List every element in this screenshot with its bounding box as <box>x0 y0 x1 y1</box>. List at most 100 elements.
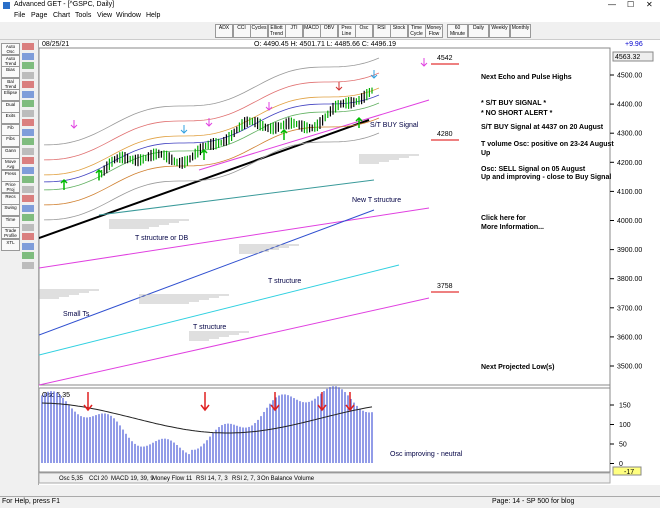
toolbar-button[interactable]: Time Cycle <box>407 24 426 38</box>
info-link[interactable]: Click here for <box>481 215 526 222</box>
tool-button[interactable]: Swing <box>1 204 20 216</box>
ohlc-readout: O: 4490.45 H: 4501.71 L: 4485.66 C: 4496… <box>254 41 396 48</box>
indicator-tab[interactable]: RSI 14, 7, 3 <box>196 476 228 482</box>
menu-item[interactable]: Page <box>31 12 48 19</box>
minimize-button[interactable]: — <box>608 0 616 9</box>
tool-button[interactable]: Exits <box>1 112 20 124</box>
buy-arrow <box>355 116 363 128</box>
tool-icon[interactable] <box>22 233 34 240</box>
tool-button[interactable]: Gann <box>1 146 20 159</box>
annotation: T structure <box>193 324 226 331</box>
toolbar-button[interactable]: Pres Line <box>337 24 356 38</box>
toolbar-button[interactable]: RSI <box>372 24 391 38</box>
tool-button[interactable]: Time <box>1 215 20 228</box>
tool-icon[interactable] <box>22 119 34 126</box>
maximize-button[interactable]: ☐ <box>627 0 635 9</box>
toolbar-button[interactable]: Osc <box>355 24 373 38</box>
menu-item[interactable]: File <box>14 12 26 19</box>
indicator-tab[interactable]: CCI 20 <box>89 476 108 482</box>
tool-icon[interactable] <box>22 71 34 79</box>
tool-icon[interactable] <box>22 62 34 69</box>
tool-button[interactable]: Fibs <box>1 135 20 147</box>
toolbar-button[interactable]: Stock <box>390 24 408 38</box>
toolbar-button[interactable]: Daily <box>468 24 489 38</box>
tool-button[interactable]: Fib <box>1 123 20 136</box>
toolbar-button[interactable]: CCI <box>232 24 251 38</box>
tool-icon[interactable] <box>22 214 34 221</box>
tool-icon[interactable] <box>22 261 34 269</box>
help-text: For Help, press F1 <box>2 498 60 505</box>
tool-button[interactable]: Ellipse <box>1 89 20 101</box>
tool-button[interactable]: Auto Trend <box>1 54 20 67</box>
menu-item[interactable]: Help <box>146 12 161 19</box>
net-change: +9.96 <box>625 41 643 48</box>
tool-icon[interactable] <box>22 166 34 174</box>
indicator-tab[interactable]: RSI 2, 7, 3 <box>232 476 261 482</box>
tool-icon[interactable] <box>22 157 34 164</box>
tool-icon[interactable] <box>22 252 34 259</box>
note: * S/T BUY SIGNAL * <box>481 100 546 107</box>
tool-button[interactable]: Recs <box>1 192 20 205</box>
price-tick-label: 3600.00 <box>617 334 642 341</box>
toolbar-button[interactable]: 60 Minute <box>447 24 468 38</box>
menu-item[interactable]: Chart <box>53 12 71 19</box>
tool-icon[interactable] <box>22 195 34 202</box>
toolbar-button[interactable]: Weekly <box>489 24 510 38</box>
tool-icon[interactable] <box>22 81 34 88</box>
tool-icon[interactable] <box>22 147 34 155</box>
trend-line <box>98 179 375 216</box>
indicator-tab[interactable]: Osc 5,35 <box>59 476 84 482</box>
osc-label: Osc 5,35 <box>42 392 70 399</box>
buy-arrow <box>95 168 103 180</box>
tool-icon[interactable] <box>22 204 34 212</box>
tool-icon[interactable] <box>22 43 34 50</box>
close-button[interactable]: ✕ <box>646 0 653 9</box>
price-tick-label: 4400.00 <box>617 102 642 109</box>
envelope <box>43 94 380 183</box>
info-link[interactable]: More Information... <box>481 224 544 231</box>
tool-button[interactable]: Bal Trend <box>1 77 20 90</box>
signal-arrow <box>335 82 343 91</box>
tool-icon[interactable] <box>22 138 34 145</box>
menu-item[interactable]: View <box>97 12 113 19</box>
tool-icon[interactable] <box>22 185 34 193</box>
tab-strip <box>38 472 611 484</box>
indicator-tab[interactable]: MACD 19, 39, 9 <box>111 476 154 482</box>
toolbar-button[interactable]: Elliott Trend <box>267 24 286 38</box>
left-toolbar: Auto Osc Auto Trend Bias Bal Trend Ellipse Du… <box>0 40 39 485</box>
osc-arrow <box>317 392 327 412</box>
annotation: S/T BUY Signal <box>370 122 419 129</box>
tool-icon[interactable] <box>22 223 34 231</box>
tool-button[interactable]: Auto Osc <box>1 43 20 55</box>
toolbar-button[interactable]: Cycles <box>250 24 268 38</box>
tool-button[interactable]: XTL <box>1 238 20 251</box>
toolbar-button[interactable]: Money Flow <box>425 24 443 38</box>
toolbar-button[interactable]: MACD <box>302 24 321 38</box>
tool-button[interactable]: Press <box>1 169 20 182</box>
indicator-tab[interactable]: On Balance Volume <box>261 476 315 482</box>
tool-icon[interactable] <box>22 128 34 136</box>
menu-item[interactable]: Tools <box>75 12 92 19</box>
tool-button[interactable]: Bias <box>1 66 20 78</box>
tool-icon[interactable] <box>22 176 34 183</box>
page-info: Page: 14 - SP 500 for blog <box>492 498 575 505</box>
app-icon <box>3 2 10 9</box>
indicator-tab[interactable]: Money Flow 11 <box>152 476 193 482</box>
tool-button[interactable]: Trade Profile <box>1 227 20 239</box>
tool-button[interactable]: Price Proj <box>1 181 20 193</box>
tool-button[interactable]: Dual <box>1 100 20 113</box>
toolbar-button[interactable]: OBV <box>320 24 338 38</box>
tool-button[interactable]: Move Avg <box>1 158 20 170</box>
tool-icon[interactable] <box>22 100 34 107</box>
note: Next Echo and Pulse Highs <box>481 74 572 81</box>
tool-icon[interactable] <box>22 109 34 117</box>
toolbar-button[interactable]: Monthly <box>510 24 531 38</box>
tool-icon[interactable] <box>22 242 34 250</box>
toolbar-button[interactable]: ADX <box>215 24 233 38</box>
tool-icon[interactable] <box>22 90 34 98</box>
menu-item[interactable]: Window <box>116 12 141 19</box>
toolbar-button[interactable]: JTI <box>285 24 303 38</box>
status-bar: For Help, press F1 Page: 14 - SP 500 for… <box>0 496 660 508</box>
tool-icon[interactable] <box>22 52 34 60</box>
annotation: Osc improving - neutral <box>390 451 463 458</box>
